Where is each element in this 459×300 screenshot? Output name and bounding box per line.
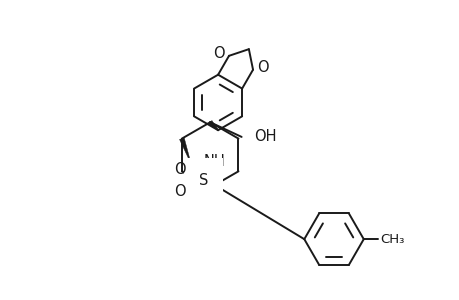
Text: S: S: [198, 173, 207, 188]
Text: CH₃: CH₃: [380, 233, 404, 246]
Polygon shape: [179, 138, 191, 165]
Text: O: O: [174, 162, 185, 177]
Text: O: O: [213, 46, 224, 61]
Text: O: O: [257, 60, 268, 75]
Polygon shape: [208, 121, 218, 130]
Text: OH: OH: [254, 129, 276, 144]
Text: O: O: [174, 184, 185, 199]
Text: NH: NH: [203, 154, 224, 169]
